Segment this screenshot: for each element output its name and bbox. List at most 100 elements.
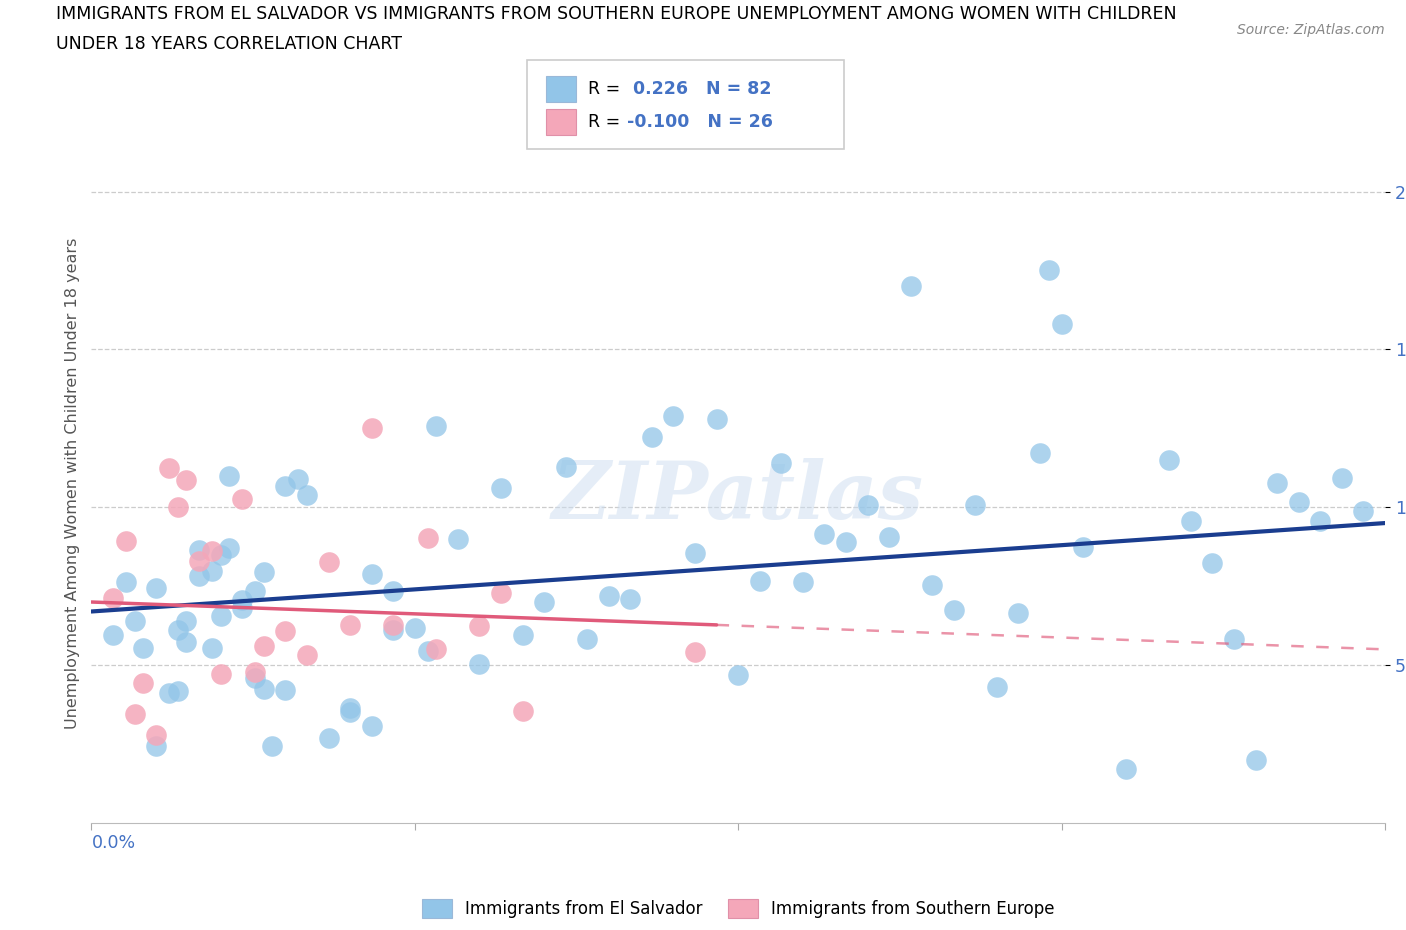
Point: [166, 622, 188, 637]
Text: UNDER 18 YEARS CORRELATION CHART: UNDER 18 YEARS CORRELATION CHART: [56, 35, 402, 53]
Point: [245, 583, 267, 598]
Text: Source: ZipAtlas.com: Source: ZipAtlas.com: [1237, 23, 1385, 37]
Y-axis label: Unemployment Among Women with Children Under 18 years: Unemployment Among Women with Children U…: [65, 238, 80, 729]
Point: [748, 574, 770, 589]
Point: [942, 603, 965, 618]
Point: [360, 567, 382, 582]
Point: [877, 530, 900, 545]
Point: [641, 429, 664, 444]
Point: [201, 564, 224, 578]
Point: [339, 618, 361, 632]
Point: [1071, 539, 1094, 554]
Point: [174, 472, 197, 487]
Point: [1180, 513, 1202, 528]
Point: [1309, 513, 1331, 528]
Point: [900, 279, 922, 294]
Point: [101, 591, 124, 605]
Point: [856, 498, 879, 512]
Point: [921, 578, 943, 592]
Text: -0.100   N = 26: -0.100 N = 26: [627, 113, 773, 131]
Point: [1050, 317, 1073, 332]
Point: [101, 627, 124, 642]
Point: [295, 487, 318, 502]
Point: [145, 727, 167, 742]
Point: [231, 601, 253, 616]
Point: [1265, 476, 1288, 491]
Point: [382, 583, 405, 598]
Point: [598, 589, 620, 604]
Point: [489, 586, 512, 601]
Point: [404, 620, 426, 635]
Point: [1244, 752, 1267, 767]
Point: [253, 639, 276, 654]
Point: [706, 412, 728, 427]
Point: [416, 530, 439, 545]
Point: [115, 534, 138, 549]
Point: [231, 491, 253, 506]
Point: [727, 668, 749, 683]
Point: [201, 641, 224, 656]
Point: [382, 618, 405, 632]
Point: [274, 478, 297, 493]
Point: [447, 531, 470, 546]
Text: IMMIGRANTS FROM EL SALVADOR VS IMMIGRANTS FROM SOUTHERN EUROPE UNEMPLOYMENT AMON: IMMIGRANTS FROM EL SALVADOR VS IMMIGRANT…: [56, 5, 1177, 22]
Point: [813, 527, 835, 542]
Point: [188, 542, 211, 557]
Point: [1288, 495, 1310, 510]
Point: [274, 623, 297, 638]
Point: [1115, 762, 1137, 777]
Point: [295, 647, 318, 662]
Point: [468, 618, 491, 633]
Point: [339, 705, 361, 720]
Point: [174, 614, 197, 629]
Text: 0.0%: 0.0%: [91, 834, 135, 852]
Point: [489, 480, 512, 495]
Point: [115, 575, 138, 590]
Point: [245, 664, 267, 679]
Point: [554, 459, 576, 474]
Point: [1201, 555, 1223, 570]
Point: [360, 421, 382, 436]
Point: [1038, 263, 1060, 278]
Point: [124, 614, 146, 629]
Point: [619, 591, 641, 606]
Point: [231, 592, 253, 607]
Point: [157, 685, 180, 700]
Point: [835, 535, 858, 550]
Point: [576, 631, 599, 646]
Point: [425, 642, 447, 657]
Point: [274, 683, 297, 698]
Point: [512, 704, 534, 719]
Point: [174, 635, 197, 650]
Text: R =: R =: [588, 80, 626, 99]
Point: [166, 499, 188, 514]
Text: R =: R =: [588, 113, 626, 131]
Text: 0.226   N = 82: 0.226 N = 82: [627, 80, 772, 99]
Point: [1007, 606, 1029, 621]
Point: [188, 553, 211, 568]
Point: [382, 622, 405, 637]
Point: [683, 545, 706, 560]
Point: [360, 719, 382, 734]
Point: [218, 469, 240, 484]
Point: [318, 554, 340, 569]
Point: [1223, 631, 1246, 646]
Point: [201, 543, 224, 558]
Point: [287, 472, 309, 486]
Point: [166, 684, 188, 699]
Point: [253, 565, 276, 579]
Point: [533, 594, 555, 609]
Point: [124, 707, 146, 722]
Point: [965, 498, 987, 512]
Point: [209, 548, 232, 563]
Point: [425, 418, 447, 433]
Point: [792, 575, 814, 590]
Point: [986, 679, 1008, 694]
Point: [253, 682, 276, 697]
Point: [218, 541, 240, 556]
Point: [683, 644, 706, 659]
Point: [1330, 471, 1353, 485]
Point: [770, 456, 793, 471]
Point: [1029, 445, 1052, 460]
Point: [1353, 504, 1375, 519]
